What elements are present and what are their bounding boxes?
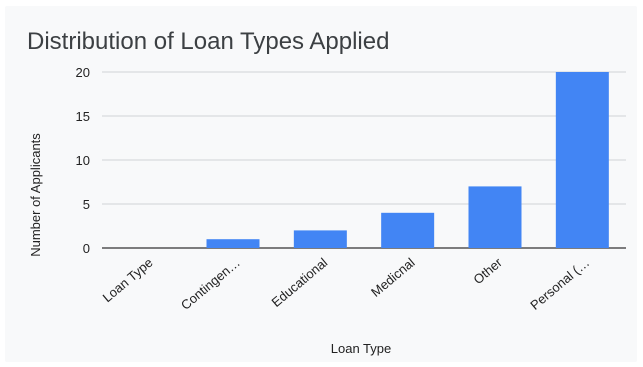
gridlines	[102, 71, 626, 249]
bar	[206, 239, 260, 248]
y-axis-label: Number of Applicants	[28, 133, 43, 257]
x-tick-label: Educational	[269, 255, 331, 310]
x-axis-ticks: Loan Type Contingen… Educational Medicnal Ot…	[100, 254, 593, 312]
x-tick-label: Contingen…	[178, 255, 243, 313]
chart-container	[5, 6, 637, 362]
bar	[555, 72, 609, 248]
y-tick-label: 20	[76, 65, 90, 80]
y-tick-label: 5	[83, 197, 90, 212]
chart-title: Distribution of Loan Types Applied	[27, 28, 389, 55]
y-axis-ticks: 0 5 10 15 20	[76, 65, 90, 256]
x-axis-label: Loan Type	[331, 341, 391, 356]
bar	[468, 186, 522, 248]
bars	[206, 72, 609, 248]
x-tick-label: Other	[470, 254, 505, 287]
bar	[381, 212, 435, 248]
y-tick-label: 0	[83, 241, 90, 256]
y-tick-label: 15	[76, 109, 90, 124]
y-tick-label: 10	[76, 153, 90, 168]
x-tick-label: Medicnal	[368, 255, 418, 300]
x-tick-label: Loan Type	[100, 255, 156, 305]
x-tick-label: Personal (…	[527, 255, 592, 313]
bar	[293, 230, 347, 248]
